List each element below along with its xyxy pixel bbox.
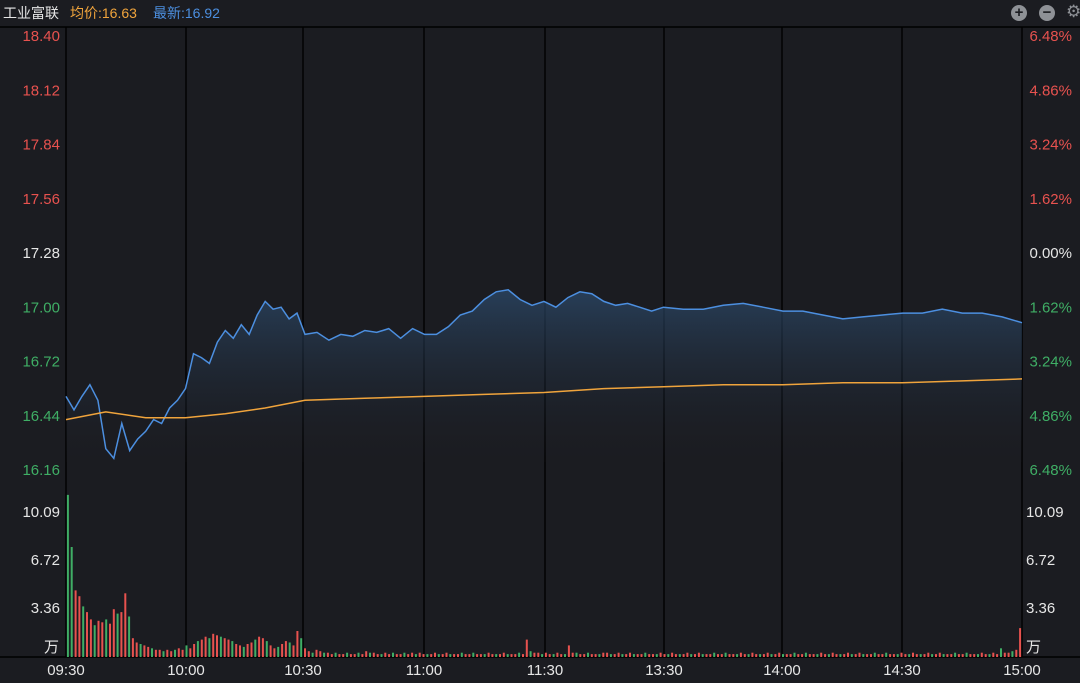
volume-tick-label: 3.36 [31, 600, 60, 617]
volume-tick-label: 10.09 [1026, 504, 1064, 521]
time-tick-label: 10:30 [284, 662, 322, 679]
average-price-label: 均价:16.63 [70, 5, 137, 21]
time-tick-label: 11:30 [527, 662, 563, 679]
price-tick-label: 18.40 [22, 28, 60, 45]
time-tick-label: 09:30 [47, 662, 85, 679]
price-tick-label: 18.12 [22, 82, 60, 99]
price-tick-label: 16.72 [22, 354, 60, 371]
percent-tick-label: 0.00% [1029, 245, 1072, 262]
time-tick-label: 14:30 [883, 662, 921, 679]
time-tick-label: 10:00 [167, 662, 205, 679]
price-tick-label: 17.56 [22, 191, 60, 208]
price-tick-label: 16.16 [22, 462, 60, 479]
percent-tick-label: 1.62% [1029, 299, 1072, 316]
volume-unit-label: 万 [44, 639, 59, 656]
volume-tick-label: 3.36 [1026, 600, 1055, 617]
plus-circle-icon[interactable]: + [1011, 5, 1027, 21]
percent-tick-label: 6.48% [1029, 462, 1072, 479]
volume-unit-label: 万 [1026, 639, 1041, 656]
percent-tick-label: 3.24% [1029, 354, 1072, 371]
percent-tick-label: 6.48% [1029, 28, 1072, 45]
price-area-fill [66, 289, 1022, 462]
time-tick-label: 15:00 [1003, 662, 1041, 679]
chart-grid [0, 26, 1080, 658]
volume-bars [66, 494, 1022, 657]
percent-tick-label: 4.86% [1029, 408, 1072, 425]
stock-name: 工业富联 [3, 5, 59, 21]
average-line [65, 378, 1023, 421]
percent-tick-label: 4.86% [1029, 82, 1072, 99]
minus-circle-icon[interactable]: − [1039, 5, 1055, 21]
percent-tick-label: 3.24% [1029, 137, 1072, 154]
price-tick-label: 17.28 [22, 245, 60, 262]
price-line [65, 289, 1023, 461]
percent-tick-label: 1.62% [1029, 191, 1072, 208]
volume-tick-label: 6.72 [1026, 552, 1055, 569]
price-tick-label: 17.00 [22, 299, 60, 316]
price-tick-label: 17.84 [22, 137, 60, 154]
last-price-label: 最新:16.92 [153, 5, 220, 21]
volume-tick-label: 10.09 [22, 504, 60, 521]
price-lines [65, 289, 1023, 461]
volume-tick-label: 6.72 [31, 552, 60, 569]
chart-header: 工业富联 均价:16.63 最新:16.92 + − ⚙ [0, 0, 1080, 26]
axis-labels: 18.40 18.12 17.84 17.56 17.28 17.00 16.72 16.44… [22, 28, 1072, 679]
gear-icon[interactable]: ⚙ [1066, 2, 1080, 21]
price-area [66, 289, 1022, 462]
time-tick-label: 11:00 [406, 662, 442, 679]
time-tick-label: 14:00 [763, 662, 801, 679]
time-tick-label: 13:30 [645, 662, 683, 679]
price-tick-label: 16.44 [22, 408, 60, 425]
